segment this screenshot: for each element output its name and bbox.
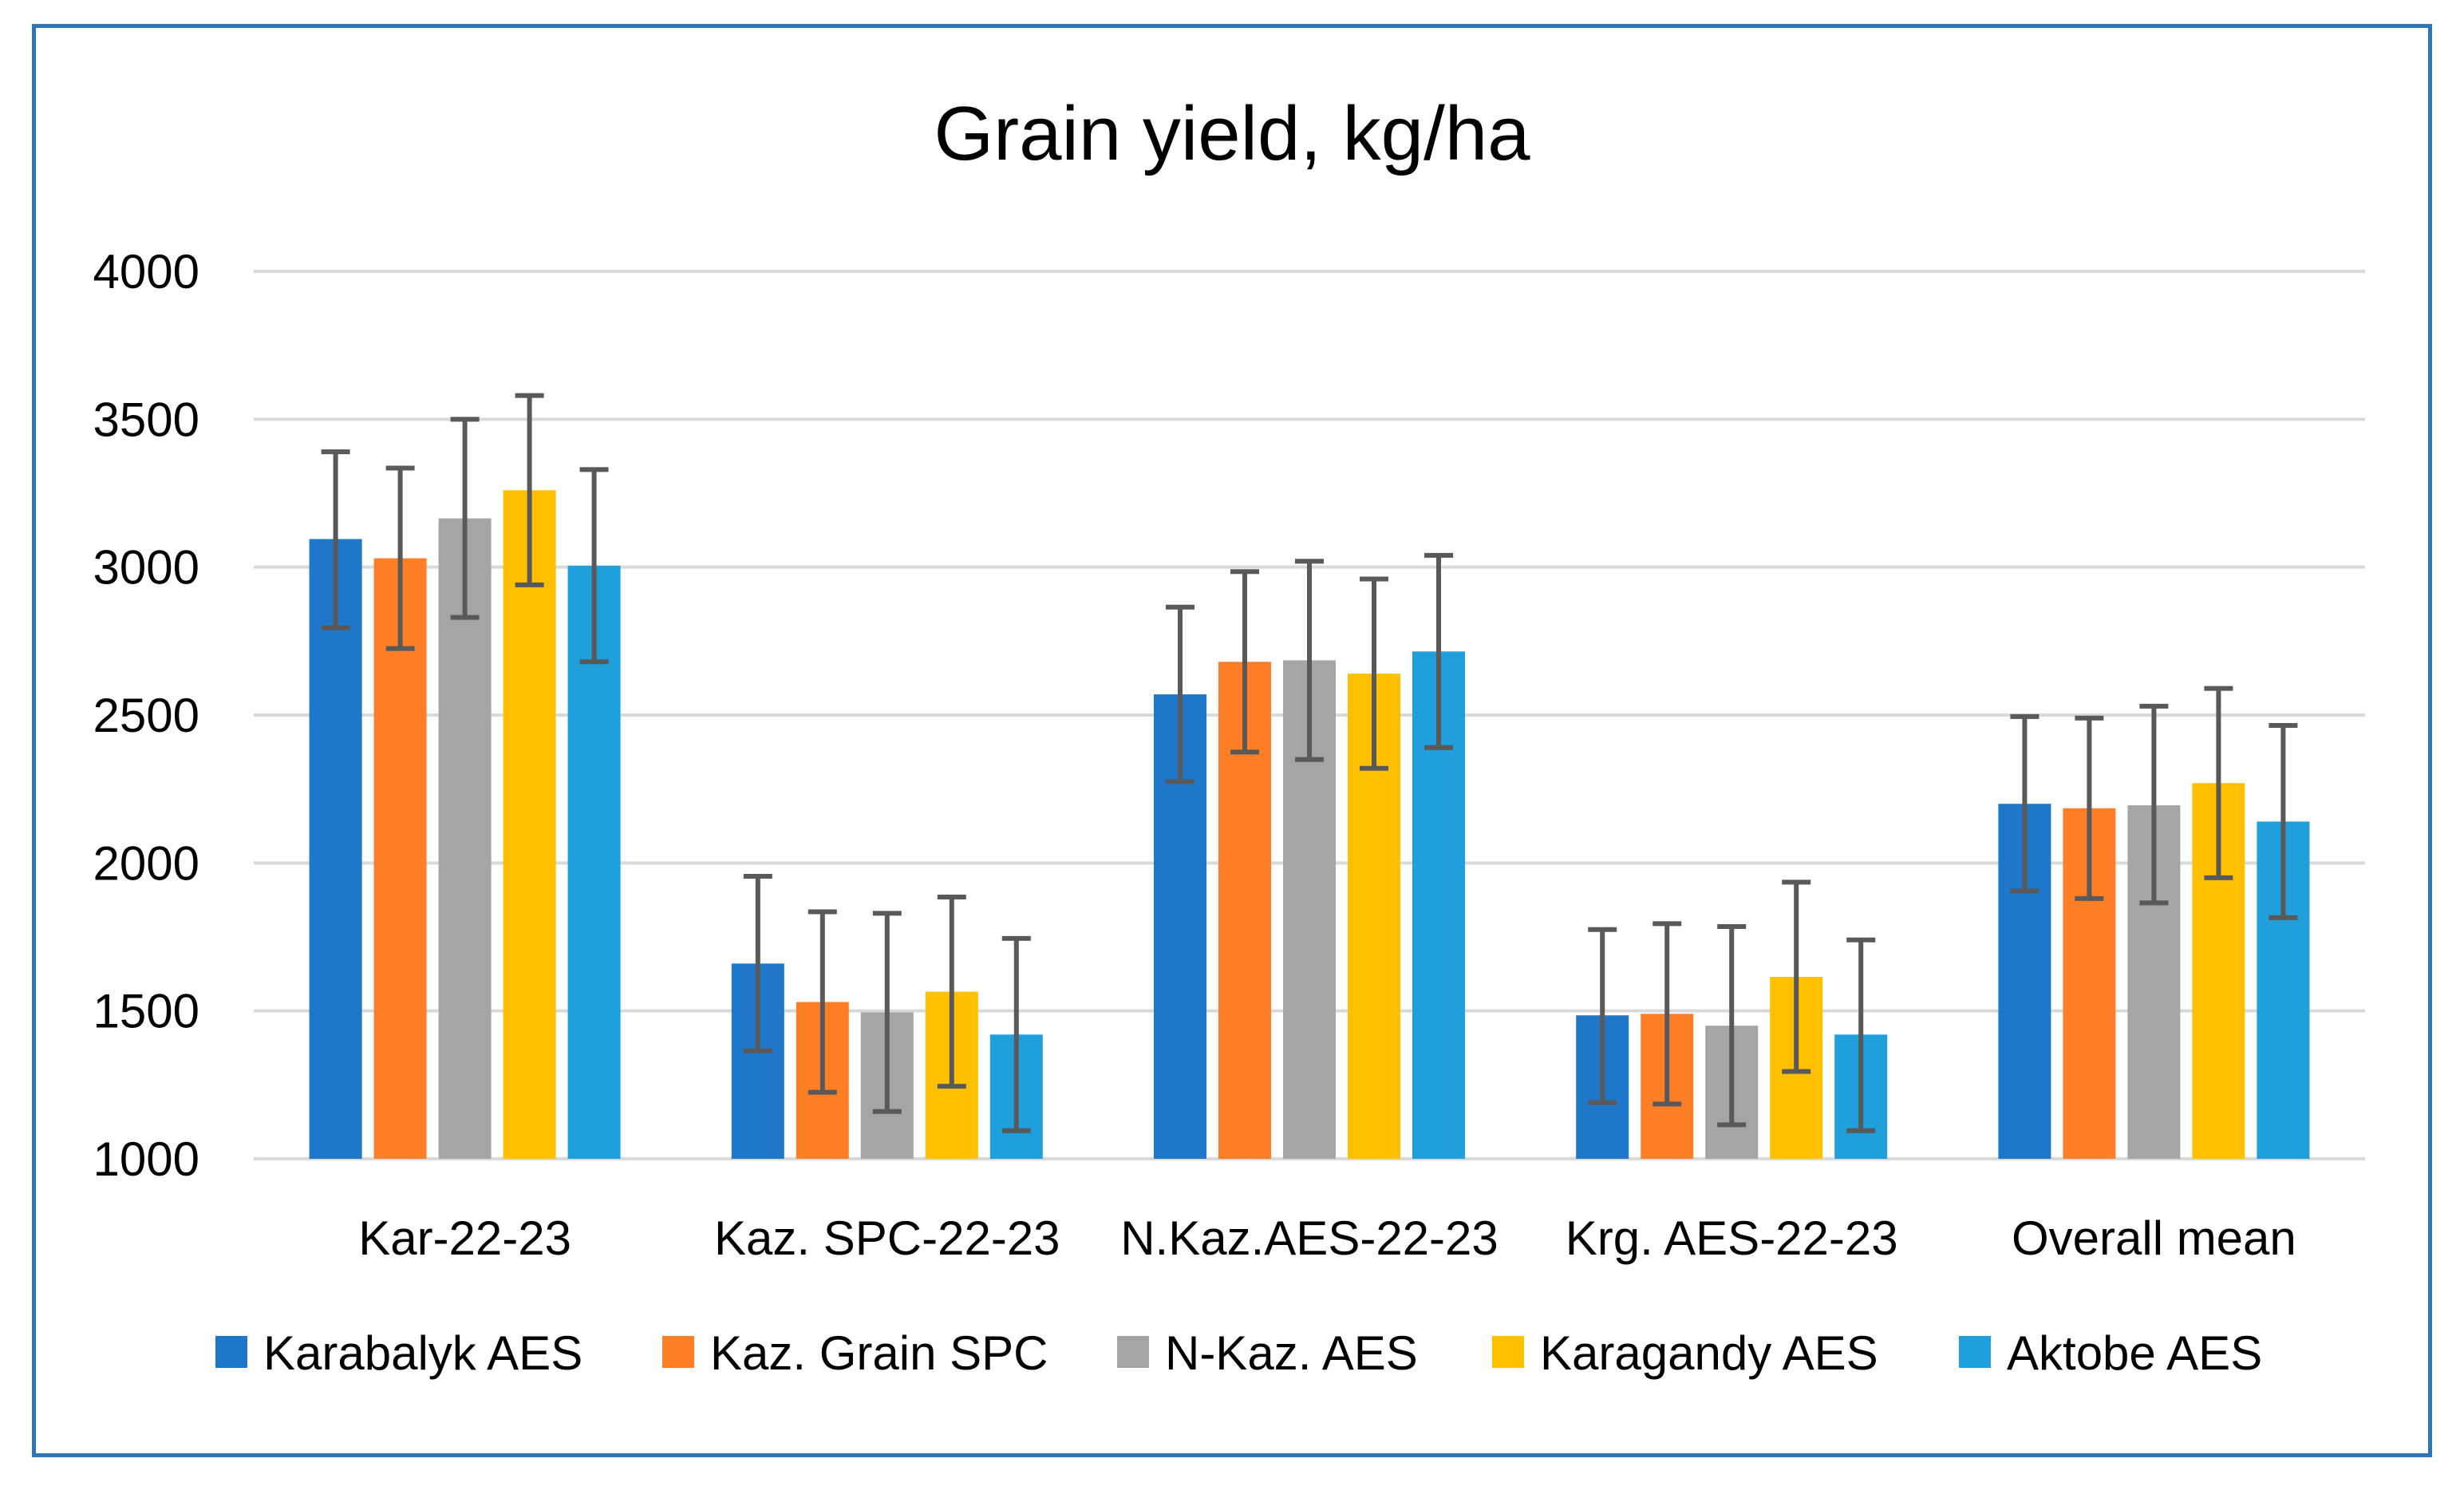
bar-karagandy-aes-0 xyxy=(503,490,556,1159)
error-bar xyxy=(2204,686,2233,880)
legend: Karabalyk AES Kaz. Grain SPC N-Kaz. AES Kar… xyxy=(215,1326,2262,1380)
error-bar xyxy=(579,467,609,665)
error-bar xyxy=(1782,879,1811,1074)
error-bar xyxy=(321,449,350,630)
y-tick-label: 1000 xyxy=(93,1132,199,1186)
x-tick-label: N.Kaz.AES-22-23 xyxy=(1120,1211,1499,1265)
chart-title: Grain yield, kg/ha xyxy=(934,91,1530,176)
y-tick-label: 4000 xyxy=(93,245,199,298)
legend-item: Kaz. Grain SPC xyxy=(662,1326,1048,1380)
bar-aktobe-aes-0 xyxy=(567,565,621,1159)
error-bar xyxy=(743,874,772,1053)
error-bar xyxy=(872,911,902,1114)
error-bar xyxy=(808,909,837,1095)
y-tick-label: 3000 xyxy=(93,541,199,595)
legend-label: Karagandy AES xyxy=(1540,1326,1878,1380)
error-bar xyxy=(1001,935,1031,1133)
legend-label: Kaz. Grain SPC xyxy=(710,1326,1048,1380)
y-tick-label: 1500 xyxy=(93,985,199,1038)
legend-label: Karabalyk AES xyxy=(263,1326,582,1380)
legend-swatch xyxy=(1492,1336,1524,1368)
y-tick-label: 3500 xyxy=(93,393,199,446)
error-bar xyxy=(2269,722,2298,920)
y-tick-label: 2500 xyxy=(93,689,199,742)
error-bars xyxy=(321,393,2298,1133)
x-tick-label: Overall mean xyxy=(2012,1211,2296,1265)
bar-kaz-grain-spc-0 xyxy=(373,558,427,1159)
error-bar xyxy=(385,465,415,651)
legend-item: N-Kaz. AES xyxy=(1117,1326,1418,1380)
legend-label: N-Kaz. AES xyxy=(1165,1326,1418,1380)
error-bar xyxy=(1360,576,1388,771)
legend-swatch xyxy=(1959,1336,1991,1368)
error-bar xyxy=(2139,703,2169,906)
error-bar xyxy=(1230,569,1259,755)
bar-karabalyk-aes-0 xyxy=(309,539,362,1159)
x-tick-label: Krg. AES-22-23 xyxy=(1566,1211,1898,1265)
legend-item: Aktobe AES xyxy=(1959,1326,2262,1380)
legend-swatch xyxy=(215,1336,247,1368)
error-bar xyxy=(1166,604,1194,784)
bar-n-kaz-aes-0 xyxy=(438,518,492,1159)
x-axis-ticks: Kar-22-23 Kaz. SPC-22-23 N.Kaz.AES-22-23 Kr… xyxy=(358,1211,2296,1265)
legend-item: Karagandy AES xyxy=(1492,1326,1878,1380)
y-tick-label: 2000 xyxy=(93,836,199,890)
x-tick-label: Kar-22-23 xyxy=(358,1211,571,1265)
legend-swatch xyxy=(662,1336,694,1368)
error-bar xyxy=(1424,552,1453,750)
legend-item: Karabalyk AES xyxy=(215,1326,582,1380)
y-axis-ticks: 1000 1500 2000 2500 3000 3500 4000 xyxy=(93,245,199,1186)
error-bar xyxy=(1295,559,1324,762)
error-bar xyxy=(1717,924,1747,1128)
error-bar xyxy=(1846,937,1876,1133)
error-bar xyxy=(2075,715,2104,901)
error-bar xyxy=(1588,927,1617,1105)
legend-swatch xyxy=(1117,1336,1149,1368)
error-bar xyxy=(937,894,966,1089)
error-bar xyxy=(450,417,480,620)
legend-label: Aktobe AES xyxy=(2007,1326,2262,1380)
bars xyxy=(309,490,2310,1159)
error-bar xyxy=(1653,921,1682,1107)
error-bar xyxy=(515,393,544,587)
error-bar xyxy=(2010,713,2040,894)
x-tick-label: Kaz. SPC-22-23 xyxy=(714,1211,1060,1265)
